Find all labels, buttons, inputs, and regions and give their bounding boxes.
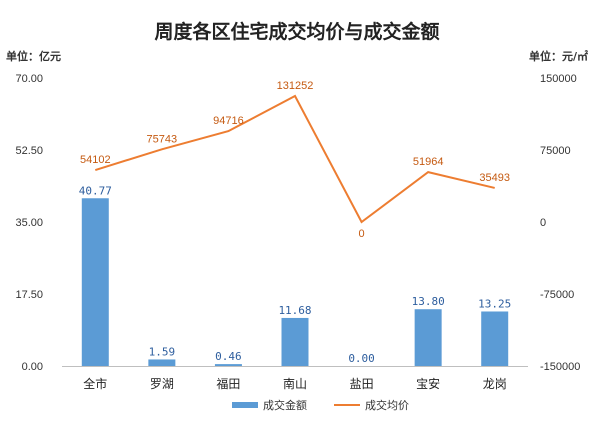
bar-value-label: 11.68 <box>278 304 311 317</box>
bar <box>214 364 242 366</box>
right-tick-label: -150000 <box>540 361 580 373</box>
category-label: 南山 <box>283 376 307 391</box>
category-axis: 全市 罗湖 福田 南山 盐田 宝安 龙岗 <box>62 366 528 391</box>
right-tick-label: 0 <box>540 217 546 229</box>
legend-bar-swatch <box>232 402 258 408</box>
left-tick-label: 70.00 <box>15 73 43 85</box>
line-value-label: 94716 <box>213 115 244 127</box>
left-axis-unit: 单位：亿元 <box>6 49 61 63</box>
left-tick-label: 17.50 <box>15 289 43 301</box>
left-tick-label: 52.50 <box>15 145 43 157</box>
line-value-label: 75743 <box>147 133 178 145</box>
bar <box>148 359 176 366</box>
chart-title: 周度各区住宅成交均价与成交金额 <box>154 20 439 43</box>
line-value-label: 0 <box>359 228 365 240</box>
bar-value-label: 13.25 <box>478 297 511 310</box>
category-label: 全市 <box>83 376 107 391</box>
right-axis-unit: 单位：元/㎡ <box>529 49 588 63</box>
bar <box>481 311 509 366</box>
left-axis: 0.00 17.50 35.00 52.50 70.00 <box>15 73 43 373</box>
legend-line-label: 成交均价 <box>365 398 409 412</box>
bar <box>81 198 109 366</box>
right-tick-label: -75000 <box>540 289 574 301</box>
legend-bar-label: 成交金额 <box>263 398 307 412</box>
category-label: 罗湖 <box>150 376 174 391</box>
bar <box>281 317 309 366</box>
line-series: 54102 75743 94716 131252 0 51964 35493 <box>80 80 510 240</box>
bar-value-label: 1.59 <box>149 345 176 358</box>
line-value-label: 51964 <box>413 156 444 168</box>
right-tick-label: 150000 <box>540 73 577 85</box>
category-label: 盐田 <box>350 377 374 391</box>
line-value-label: 131252 <box>277 80 314 92</box>
bar-series: 40.77 1.59 0.46 11.68 0.00 13.80 13.25 <box>79 184 511 366</box>
bar-value-label: 0.46 <box>215 350 242 363</box>
line-path <box>94 94 495 224</box>
right-axis: -150000 -75000 0 75000 150000 <box>540 73 580 373</box>
left-tick-label: 35.00 <box>15 217 43 229</box>
bar-value-label: 0.00 <box>348 352 375 365</box>
category-label: 福田 <box>216 376 240 391</box>
left-tick-label: 0.00 <box>22 361 43 373</box>
bar <box>414 309 442 366</box>
category-label: 宝安 <box>416 376 440 391</box>
line-value-label: 35493 <box>479 172 510 184</box>
category-label: 龙岗 <box>483 377 507 391</box>
bar-value-label: 40.77 <box>79 184 112 197</box>
line-value-label: 54102 <box>80 154 111 166</box>
right-tick-label: 75000 <box>540 145 571 157</box>
bar-value-label: 13.80 <box>412 295 445 308</box>
legend: 成交金额 成交均价 <box>232 398 409 412</box>
